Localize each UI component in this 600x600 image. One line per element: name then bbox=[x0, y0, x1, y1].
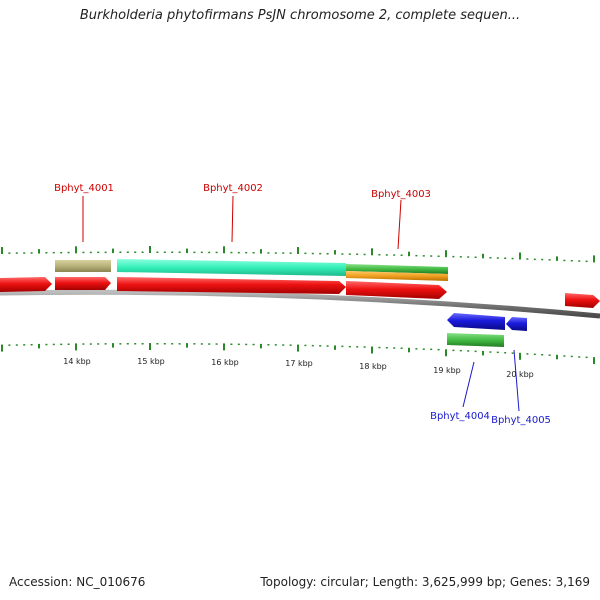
gene-arrow-4001 bbox=[55, 277, 111, 290]
feature-green-lower bbox=[447, 333, 504, 347]
scale-label-20kbp: 20 kbp bbox=[506, 370, 534, 379]
chromosome-backbone bbox=[0, 289, 600, 319]
feature-orange bbox=[346, 271, 448, 281]
feature-teal bbox=[117, 259, 346, 276]
leader-line-4002 bbox=[231, 195, 234, 243]
genome-summary: Topology: circular; Length: 3,625,999 bp… bbox=[260, 575, 590, 589]
leader-line-4005 bbox=[513, 349, 520, 412]
feature-olive bbox=[55, 260, 111, 272]
accession-label: Accession: NC_010676 bbox=[9, 575, 146, 589]
gene-label-4004: Bphyt_4004 bbox=[430, 411, 490, 422]
gene-arrow-4003 bbox=[346, 281, 447, 299]
scale-label-16kbp: 16 kbp bbox=[211, 358, 239, 367]
top-tick-row bbox=[1, 246, 595, 263]
gene-arrow-4002 bbox=[117, 277, 346, 294]
leader-line-4004 bbox=[462, 361, 475, 408]
map-title: Burkholderia phytofirmans PsJN chromosom… bbox=[79, 8, 521, 23]
leader-line-4003 bbox=[397, 199, 402, 250]
gene-label-4002: Bphyt_4002 bbox=[203, 183, 263, 194]
gene-arrow-4004 bbox=[447, 313, 505, 330]
gene-arrow-right-edge bbox=[565, 293, 600, 308]
scale-label-14kbp: 14 kbp bbox=[63, 357, 91, 366]
gene-label-4005: Bphyt_4005 bbox=[491, 415, 551, 426]
gene-label-4001: Bphyt_4001 bbox=[54, 183, 114, 194]
gene-arrow-left-edge bbox=[0, 277, 52, 292]
feature-green-upper bbox=[346, 264, 448, 274]
gene-arrow-4005 bbox=[506, 317, 527, 331]
scale-label-18kbp: 18 kbp bbox=[359, 362, 387, 371]
scale-label-17kbp: 17 kbp bbox=[285, 359, 313, 368]
scale-label-15kbp: 15 kbp bbox=[137, 357, 165, 366]
gene-label-4003: Bphyt_4003 bbox=[371, 189, 431, 200]
scale-label-19kbp: 19 kbp bbox=[433, 366, 461, 375]
bottom-tick-row bbox=[1, 343, 595, 365]
